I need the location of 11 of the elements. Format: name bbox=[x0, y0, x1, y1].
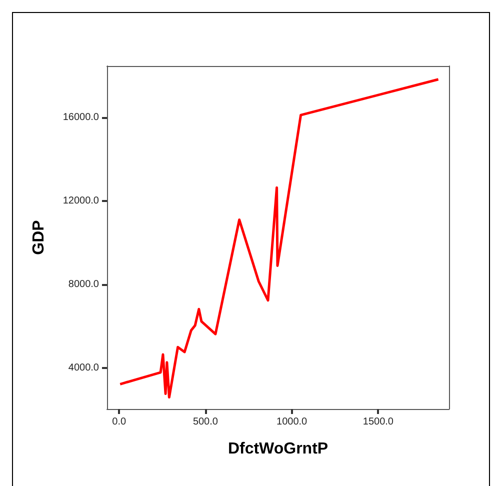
line-series bbox=[118, 78, 440, 399]
y-tick-label: 8000.0 bbox=[68, 279, 100, 290]
x-tick-label: 0.0 bbox=[112, 416, 126, 428]
y-tick-label: 4000.0 bbox=[68, 362, 100, 374]
x-tick-label: 1500.0 bbox=[362, 416, 394, 428]
x-axis-title: DfctWoGrntP bbox=[228, 440, 328, 458]
x-tick-label: 500.0 bbox=[192, 416, 218, 428]
y-tick-label: 16000.0 bbox=[62, 112, 100, 123]
y-tick-label: 12000.0 bbox=[62, 195, 100, 206]
y-axis-title: GDP bbox=[30, 220, 48, 255]
x-tick-label: 1000.0 bbox=[276, 416, 308, 428]
